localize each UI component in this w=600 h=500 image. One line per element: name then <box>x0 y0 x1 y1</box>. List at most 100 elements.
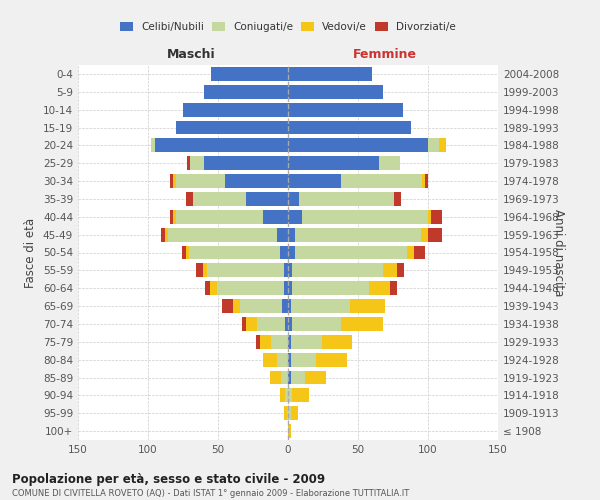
Bar <box>288 370 291 384</box>
Bar <box>288 67 372 81</box>
Bar <box>270 370 281 384</box>
Bar <box>204 156 288 170</box>
Bar <box>428 210 431 224</box>
Text: Popolazione per età, sesso e stato civile - 2009: Popolazione per età, sesso e stato civil… <box>12 472 325 486</box>
Bar <box>288 102 403 117</box>
Bar <box>288 138 428 152</box>
Bar <box>277 228 288 241</box>
Y-axis label: Fasce di età: Fasce di età <box>25 218 37 288</box>
Bar <box>369 281 390 295</box>
Bar <box>288 352 291 366</box>
Bar <box>287 406 288 420</box>
Bar <box>271 335 288 349</box>
Bar <box>196 264 203 278</box>
Bar <box>260 335 271 349</box>
Bar <box>193 192 246 206</box>
Bar <box>394 192 401 206</box>
Bar <box>257 317 285 331</box>
Bar <box>288 246 295 260</box>
Bar <box>288 156 379 170</box>
Bar <box>241 299 283 313</box>
Bar <box>292 264 383 278</box>
Bar <box>280 246 288 260</box>
Bar <box>217 281 284 295</box>
Bar <box>350 299 385 313</box>
Bar <box>173 210 176 224</box>
Bar <box>291 335 322 349</box>
Bar <box>186 246 188 260</box>
Bar <box>288 388 292 402</box>
Bar <box>288 424 291 438</box>
Bar <box>397 264 404 278</box>
Bar <box>295 246 407 260</box>
Bar <box>225 174 288 188</box>
Bar <box>167 228 277 241</box>
Bar <box>299 192 394 206</box>
Bar <box>295 228 421 241</box>
Bar <box>256 335 260 349</box>
Bar <box>316 352 347 366</box>
Bar <box>209 281 217 295</box>
Bar <box>284 406 287 420</box>
Legend: Celibi/Nubili, Coniugati/e, Vedovi/e, Divorziati/e: Celibi/Nubili, Coniugati/e, Vedovi/e, Di… <box>116 18 460 36</box>
Bar <box>173 174 176 188</box>
Bar <box>284 281 288 295</box>
Bar <box>288 192 299 206</box>
Bar <box>211 67 288 81</box>
Bar <box>379 156 400 170</box>
Bar <box>341 317 383 331</box>
Bar <box>176 210 263 224</box>
Bar <box>288 228 295 241</box>
Bar <box>204 85 288 99</box>
Bar <box>280 388 285 402</box>
Bar <box>291 352 316 366</box>
Bar <box>288 281 292 295</box>
Bar <box>288 210 302 224</box>
Bar <box>285 317 288 331</box>
Bar <box>288 85 383 99</box>
Bar <box>155 138 288 152</box>
Bar <box>428 228 442 241</box>
Bar <box>187 156 190 170</box>
Bar <box>439 138 446 152</box>
Bar <box>305 370 326 384</box>
Bar <box>288 120 411 134</box>
Y-axis label: Anni di nascita: Anni di nascita <box>552 209 565 296</box>
Bar <box>190 156 204 170</box>
Bar <box>390 281 397 295</box>
Bar <box>383 264 397 278</box>
Bar <box>322 335 352 349</box>
Bar <box>431 210 442 224</box>
Bar <box>421 228 428 241</box>
Text: COMUNE DI CIVITELLA ROVETO (AQ) - Dati ISTAT 1° gennaio 2009 - Elaborazione TUTT: COMUNE DI CIVITELLA ROVETO (AQ) - Dati I… <box>12 489 409 498</box>
Bar <box>203 264 207 278</box>
Bar <box>292 281 369 295</box>
Bar <box>281 370 288 384</box>
Bar <box>288 317 292 331</box>
Bar <box>292 388 309 402</box>
Bar <box>283 299 288 313</box>
Bar <box>291 406 298 420</box>
Bar <box>246 317 257 331</box>
Bar <box>341 174 422 188</box>
Bar <box>233 299 241 313</box>
Bar <box>207 264 284 278</box>
Bar <box>428 138 439 152</box>
Bar <box>182 246 186 260</box>
Bar <box>161 228 165 241</box>
Bar <box>422 174 425 188</box>
Bar <box>176 174 225 188</box>
Bar <box>288 406 291 420</box>
Bar <box>288 174 341 188</box>
Bar <box>205 281 209 295</box>
Bar <box>414 246 425 260</box>
Bar <box>285 388 288 402</box>
Bar <box>288 335 291 349</box>
Text: Femmine: Femmine <box>353 48 416 61</box>
Bar <box>288 299 291 313</box>
Bar <box>288 264 292 278</box>
Bar <box>242 317 246 331</box>
Text: Maschi: Maschi <box>167 48 216 61</box>
Bar <box>165 228 167 241</box>
Bar <box>292 317 341 331</box>
